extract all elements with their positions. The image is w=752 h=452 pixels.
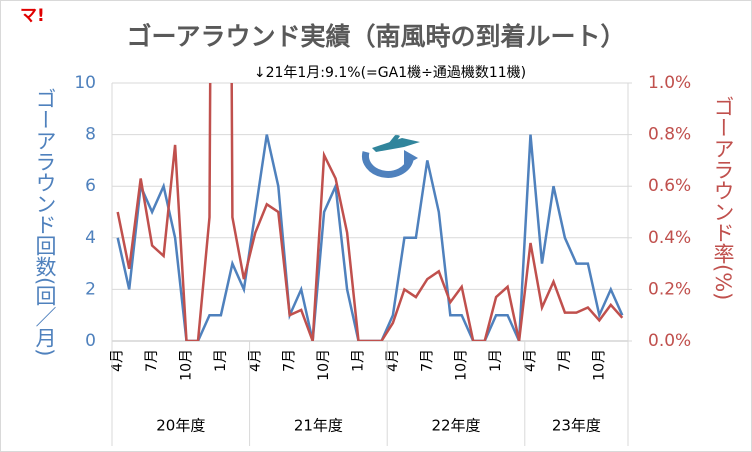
y2-tick-label: 0.2% bbox=[648, 279, 691, 299]
y2-tick-label: 0.8% bbox=[648, 125, 691, 145]
x-tick-label: 4月 bbox=[385, 349, 401, 372]
y2-tick-label: 0.6% bbox=[648, 176, 691, 196]
x-tick-label: 4月 bbox=[110, 349, 126, 372]
x-tick-label: 4月 bbox=[523, 349, 539, 372]
logo: マ! bbox=[20, 6, 45, 26]
y2-axis-title: ゴーアラウンド率(%) bbox=[711, 96, 735, 300]
y-tick-label: 8 bbox=[85, 125, 96, 145]
group-label: 23年度 bbox=[552, 417, 601, 435]
x-tick-label: 1月 bbox=[213, 349, 229, 372]
y-tick-label: 10 bbox=[74, 73, 96, 93]
group-label: 21年度 bbox=[294, 417, 343, 435]
y2-tick-label: 0.0% bbox=[648, 331, 691, 351]
x-tick-label: 7月 bbox=[557, 349, 573, 372]
x-tick-label: 10月 bbox=[316, 349, 332, 381]
plane-icon bbox=[361, 134, 420, 178]
group-label: 20年度 bbox=[156, 417, 205, 435]
x-tick-label: 10月 bbox=[179, 349, 195, 381]
y2-tick-label: 0.4% bbox=[648, 228, 691, 248]
y-tick-label: 4 bbox=[85, 228, 96, 248]
group-label: 22年度 bbox=[431, 417, 480, 435]
chart-title: ゴーアラウンド実績（南風時の到着ルート） bbox=[126, 22, 625, 51]
series-line bbox=[116, 134, 624, 341]
y-tick-label: 6 bbox=[85, 176, 96, 196]
x-tick-label: 1月 bbox=[488, 349, 504, 372]
y-axis-title: ゴーアラウンド回数(回／月) bbox=[33, 88, 57, 356]
x-tick-label: 1月 bbox=[351, 349, 367, 372]
x-tick-label: 10月 bbox=[454, 349, 470, 381]
x-tick-label: 4月 bbox=[247, 349, 263, 372]
y2-tick-label: 1.0% bbox=[648, 73, 691, 93]
y-tick-label: 0 bbox=[85, 331, 96, 351]
y-tick-label: 2 bbox=[85, 279, 96, 299]
x-tick-label: 10月 bbox=[591, 349, 607, 381]
x-tick-label: 7月 bbox=[282, 349, 298, 372]
series-line bbox=[116, 83, 624, 341]
x-tick-label: 7月 bbox=[144, 349, 160, 372]
x-tick-label: 7月 bbox=[419, 349, 435, 372]
plot-area bbox=[116, 83, 624, 341]
annotation: ↓21年1月:9.1%(=GA1機÷通過機数11機) bbox=[254, 65, 526, 81]
